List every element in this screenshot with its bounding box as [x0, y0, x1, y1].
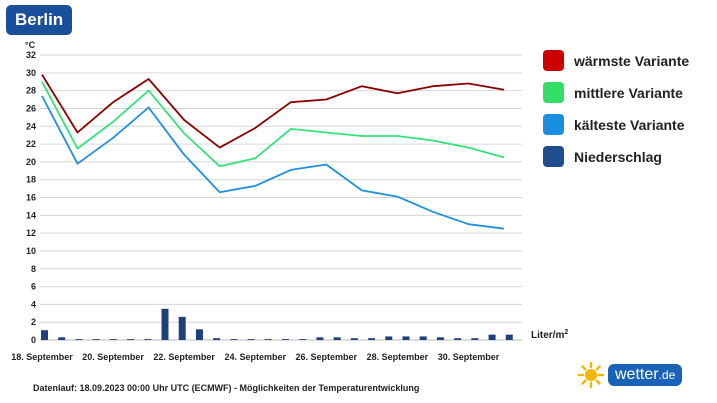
y-tick-label: 2: [31, 317, 36, 327]
precipitation-bar: [471, 338, 479, 340]
y-tick-label: 4: [31, 299, 36, 309]
precipitation-bar: [333, 337, 341, 340]
precipitation-bar: [436, 337, 444, 340]
x-tick-label: 30. September: [438, 352, 500, 362]
x-tick-label: 24. September: [224, 352, 286, 362]
precipitation-bar: [299, 339, 307, 340]
precipitation-bar: [419, 336, 427, 340]
legend-swatch: [543, 82, 564, 103]
precipitation-unit: Liter/m2: [531, 329, 568, 341]
precipitation-bar: [195, 329, 203, 340]
series-line: [41, 81, 505, 168]
precipitation-bars: [41, 308, 513, 340]
legend-label: kälteste Variante: [574, 116, 685, 133]
y-tick-label: 22: [26, 139, 36, 149]
x-tick-label: 26. September: [296, 352, 358, 362]
precipitation-bar: [75, 339, 83, 340]
y-tick-label: 18: [26, 175, 36, 185]
y-tick-label: 20: [26, 157, 36, 167]
brand-name: wetter: [615, 366, 659, 383]
precipitation-bar: [127, 339, 135, 340]
x-tick-label: 18. September: [11, 352, 73, 362]
y-tick-label: 32: [26, 50, 36, 60]
precipitation-bar: [505, 334, 513, 340]
sun-icon: [578, 362, 604, 388]
precipitation-bar: [178, 316, 186, 340]
series-line: [41, 74, 505, 149]
y-tick-label: 30: [26, 68, 36, 78]
legend-swatch: [543, 50, 564, 71]
y-tick-label: 0: [31, 335, 36, 345]
y-tick-label: 8: [31, 264, 36, 274]
y-tick-label: 28: [26, 86, 36, 96]
legend-item-warmest: wärmste Variante: [543, 50, 689, 71]
x-tick-label: 28. September: [367, 352, 429, 362]
x-axis-ticks: 18. September 20. September 22. September 2…: [11, 352, 499, 362]
precipitation-bar: [488, 334, 496, 340]
precipitation-bar: [58, 337, 66, 340]
precipitation-bar: [161, 308, 169, 340]
legend-swatch: [543, 146, 564, 167]
precipitation-bar: [316, 337, 324, 340]
y-tick-label: 16: [26, 193, 36, 203]
temperature-lines: [41, 74, 505, 230]
precipitation-bar: [385, 336, 393, 340]
legend-label: wärmste Variante: [574, 52, 690, 69]
legend: wärmste Variante mittlere Variante kälte…: [543, 50, 689, 178]
city-badge: Berlin: [6, 5, 73, 35]
y-tick-label: 24: [26, 121, 36, 131]
legend-item-medium: mittlere Variante: [543, 82, 689, 103]
precipitation-bar: [368, 338, 376, 340]
precipitation-bar: [402, 336, 410, 340]
legend-label: Niederschlag: [574, 148, 662, 165]
series-line: [41, 95, 505, 230]
precipitation-bar: [230, 339, 238, 340]
legend-item-coldest: kälteste Variante: [543, 114, 689, 135]
brand-tld: .de: [658, 368, 676, 382]
x-tick-label: 22. September: [153, 352, 215, 362]
precipitation-bar: [92, 339, 100, 340]
precipitation-bar: [454, 338, 462, 340]
precipitation-bar: [350, 338, 358, 340]
y-tick-label: 26: [26, 103, 36, 113]
chart-grid: [40, 54, 522, 341]
y-tick-label: 10: [26, 246, 36, 256]
precipitation-bar: [247, 339, 255, 340]
y-tick-label: 14: [26, 210, 36, 220]
precipitation-bar: [282, 339, 289, 340]
y-axis-unit: °C: [25, 40, 36, 50]
legend-label: mittlere Variante: [574, 84, 683, 101]
precipitation-bar: [264, 339, 272, 340]
precipitation-bar: [213, 338, 221, 340]
y-tick-label: 6: [31, 282, 36, 292]
precipitation-bar: [41, 330, 48, 340]
precipitation-bar: [109, 339, 117, 340]
legend-item-precipitation: Niederschlag: [543, 146, 689, 167]
precipitation-bar: [144, 339, 152, 340]
brand-logo[interactable]: wetter.de: [578, 362, 683, 388]
legend-swatch: [543, 114, 564, 135]
x-tick-label: 20. September: [82, 352, 144, 362]
data-run-note: Datenlauf: 18.09.2023 00:00 Uhr UTC (ECM…: [33, 383, 420, 393]
y-tick-label: 12: [26, 228, 36, 238]
brand-wordmark: wetter.de: [608, 364, 683, 386]
